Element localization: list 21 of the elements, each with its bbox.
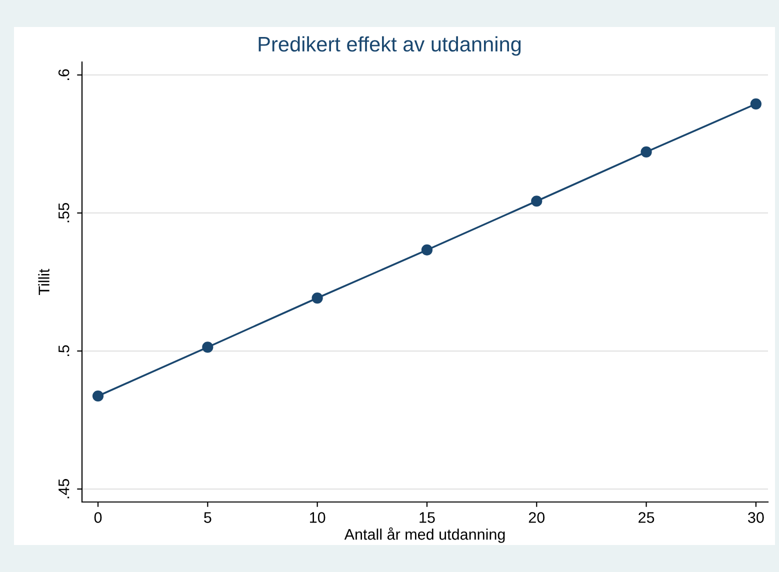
y-axis-title: Tillit bbox=[38, 268, 50, 295]
y-tick-label: .45 bbox=[58, 479, 70, 498]
point bbox=[421, 244, 433, 256]
y-tick-label: .55 bbox=[58, 203, 70, 222]
x-tick-label: 15 bbox=[420, 512, 435, 523]
point bbox=[202, 342, 214, 353]
x-tick-label: 30 bbox=[748, 512, 764, 523]
x-tick-label: 10 bbox=[310, 512, 326, 523]
x-axis-title: Antall år med utdanning bbox=[344, 527, 505, 543]
point bbox=[750, 98, 762, 110]
point bbox=[640, 146, 652, 158]
x-tick-label: 25 bbox=[638, 512, 654, 523]
x-tick-label: 20 bbox=[528, 512, 545, 523]
point bbox=[531, 196, 542, 207]
point bbox=[92, 390, 104, 402]
point bbox=[312, 292, 323, 304]
y-tick-label: .6 bbox=[58, 69, 70, 80]
y-tick-label: .5 bbox=[58, 345, 70, 356]
x-tick-label: 0 bbox=[94, 512, 102, 523]
chart-title: Predikert effekt av utdanning bbox=[258, 36, 521, 56]
x-tick-label: 5 bbox=[204, 512, 212, 523]
